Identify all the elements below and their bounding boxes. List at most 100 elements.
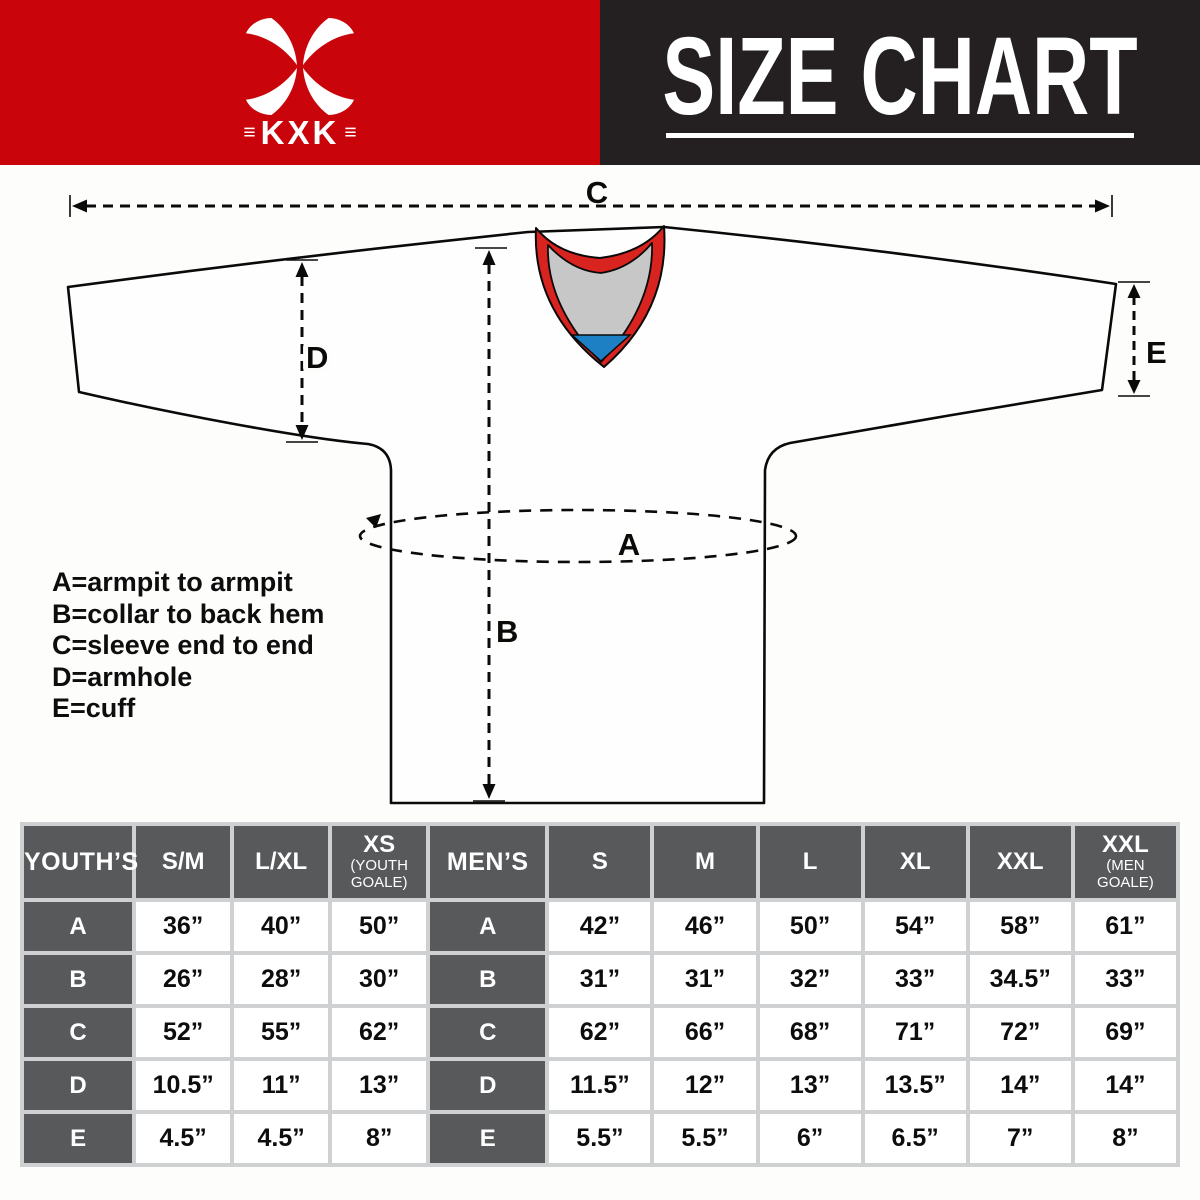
men-col-s: S xyxy=(549,826,651,898)
legend-line-a: A=armpit to armpit xyxy=(52,567,293,597)
cell-value: 12” xyxy=(654,1061,756,1110)
table-row-a: A 36” 40” 50” A 42” 46” 50” 54” 58” 61” xyxy=(24,902,1176,951)
row-label: E xyxy=(430,1114,546,1163)
cell-value: 50” xyxy=(759,902,861,951)
row-label: C xyxy=(430,1008,546,1057)
table-row-e: E 4.5” 4.5” 8” E 5.5” 5.5” 6” 6.5” 7” 8” xyxy=(24,1114,1176,1163)
cell-value: 6.5” xyxy=(864,1114,966,1163)
wordmark-text: KXK xyxy=(260,113,340,151)
men-goalie-size: XXL xyxy=(1102,831,1149,858)
brand-wordmark: ≡ KXK ≡ xyxy=(238,113,361,151)
measurement-arrow-c xyxy=(69,195,1113,217)
cell-value: 32” xyxy=(759,955,861,1004)
cell-value: 6” xyxy=(759,1114,861,1163)
table-row-b: B 26” 28” 30” B 31” 31” 32” 33” 34.5” 33… xyxy=(24,955,1176,1004)
cell-value: 31” xyxy=(654,955,756,1004)
cell-value: 26” xyxy=(136,955,231,1004)
label-b: B xyxy=(496,614,518,649)
header: ≡ KXK ≡ SIZE CHART xyxy=(0,0,1200,165)
label-d: D xyxy=(306,340,328,375)
cell-value: 58” xyxy=(969,902,1071,951)
cell-value: 62” xyxy=(549,1008,651,1057)
row-label: A xyxy=(24,902,133,951)
row-label: D xyxy=(430,1061,546,1110)
cell-value: 30” xyxy=(332,955,427,1004)
cell-value: 31” xyxy=(549,955,651,1004)
legend-line-c: C=sleeve end to end xyxy=(52,630,314,660)
cell-value: 13” xyxy=(332,1061,427,1110)
label-e: E xyxy=(1146,335,1167,370)
cell-value: 14” xyxy=(1074,1061,1176,1110)
label-a: A xyxy=(618,527,640,562)
brand-logo: ≡ KXK ≡ xyxy=(225,17,375,151)
table-header-row: YOUTH’S S/M L/XL XS (YOUTH GOALE) MEN’S … xyxy=(24,826,1176,898)
cell-value: 28” xyxy=(234,955,329,1004)
men-goalie-note-1: (MEN xyxy=(1106,857,1145,874)
collar-inner-gray xyxy=(547,242,653,363)
cell-value: 71” xyxy=(864,1008,966,1057)
measurement-arrow-b xyxy=(473,247,507,802)
collar-insert-blue xyxy=(570,334,632,363)
youth-col-sm: S/M xyxy=(136,826,231,898)
youth-goalie-note-2: GOALE) xyxy=(350,874,408,891)
measurement-arrow-d xyxy=(286,259,318,443)
cell-value: 13” xyxy=(759,1061,861,1110)
cell-value: 61” xyxy=(1074,902,1176,951)
cell-value: 11” xyxy=(234,1061,329,1110)
men-col-l: L xyxy=(759,826,861,898)
youth-col-goalie: XS (YOUTH GOALE) xyxy=(332,826,427,898)
cell-value: 46” xyxy=(654,902,756,951)
cell-value: 8” xyxy=(1074,1114,1176,1163)
cell-value: 50” xyxy=(332,902,427,951)
men-col-xxl: XXL xyxy=(969,826,1071,898)
men-col-xl: XL xyxy=(864,826,966,898)
men-group-header: MEN’S xyxy=(430,826,546,898)
cell-value: 69” xyxy=(1074,1008,1176,1057)
cell-value: 4.5” xyxy=(234,1114,329,1163)
measurement-legend: A=armpit to armpit B=collar to back hem … xyxy=(52,567,324,725)
cell-value: 14” xyxy=(969,1061,1071,1110)
page-title: SIZE CHART xyxy=(662,14,1138,138)
youth-col-lxl: L/XL xyxy=(234,826,329,898)
men-goalie-note-2: GOALE) xyxy=(1097,874,1154,891)
youth-goalie-size: XS xyxy=(363,831,396,858)
row-label: D xyxy=(24,1061,133,1110)
row-label: E xyxy=(24,1114,133,1163)
cell-value: 7” xyxy=(969,1114,1071,1163)
cell-value: 34.5” xyxy=(969,955,1071,1004)
legend-line-e: E=cuff xyxy=(52,693,136,723)
title-panel: SIZE CHART xyxy=(600,0,1200,165)
cell-value: 52” xyxy=(136,1008,231,1057)
cell-value: 68” xyxy=(759,1008,861,1057)
men-col-goalie: XXL (MEN GOALE) xyxy=(1074,826,1176,898)
size-table: YOUTH’S S/M L/XL XS (YOUTH GOALE) MEN’S … xyxy=(20,822,1180,1167)
brand-panel: ≡ KXK ≡ xyxy=(0,0,600,165)
wordmark-bars-right: ≡ xyxy=(344,120,357,144)
cell-value: 72” xyxy=(969,1008,1071,1057)
cell-value: 8” xyxy=(332,1114,427,1163)
cell-value: 4.5” xyxy=(136,1114,231,1163)
cell-value: 5.5” xyxy=(549,1114,651,1163)
youth-goalie-note-1: (YOUTH xyxy=(350,857,408,874)
measurement-ellipse-a xyxy=(358,508,798,564)
cell-value: 62” xyxy=(332,1008,427,1057)
row-label: B xyxy=(430,955,546,1004)
cell-value: 36” xyxy=(136,902,231,951)
jersey-outline xyxy=(66,225,1118,805)
legend-line-d: D=armhole xyxy=(52,661,193,692)
cell-value: 5.5” xyxy=(654,1114,756,1163)
cell-value: 33” xyxy=(864,955,966,1004)
kxk-x-emblem-icon xyxy=(246,17,354,115)
label-c: C xyxy=(586,175,608,210)
legend-line-b: B=collar to back hem xyxy=(52,598,325,629)
cell-value: 66” xyxy=(654,1008,756,1057)
wordmark-bars-left: ≡ xyxy=(243,120,256,144)
jersey-measurement-diagram: C D B E xyxy=(66,175,1167,805)
men-col-m: M xyxy=(654,826,756,898)
cell-value: 33” xyxy=(1074,955,1176,1004)
row-label: A xyxy=(430,902,546,951)
measurement-arrow-e xyxy=(1118,281,1150,397)
youth-group-header: YOUTH’S xyxy=(24,826,138,898)
table-row-c: C 52” 55” 62” C 62” 66” 68” 71” 72” 69” xyxy=(24,1008,1176,1057)
